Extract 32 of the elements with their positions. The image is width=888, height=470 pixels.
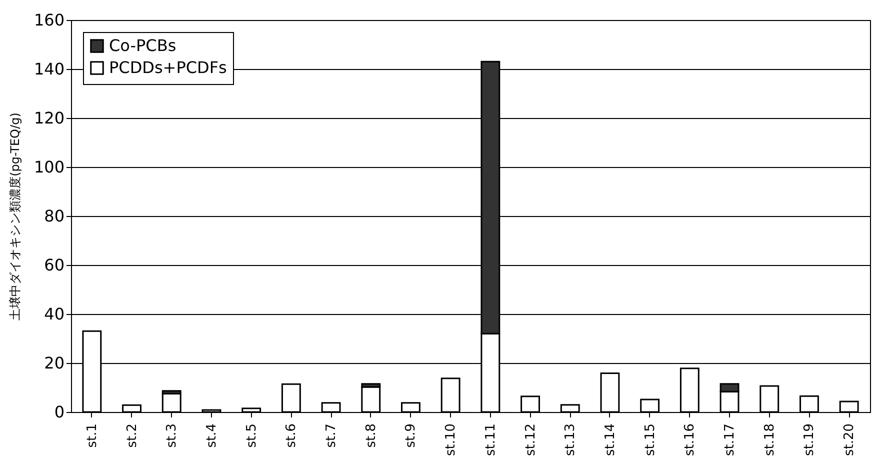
y-tick-label: 120 <box>34 108 64 128</box>
legend-label: Co-PCBs <box>109 36 176 55</box>
y-axis-title: 土壌中ダイオキシン類濃度(pg-TEQ/g) <box>8 112 22 320</box>
y-tick-label: 160 <box>34 10 64 30</box>
x-tick-label: st.7 <box>324 424 340 448</box>
y-tick-label: 80 <box>44 206 64 226</box>
x-tick-label: st.2 <box>124 424 140 448</box>
x-tick-label: st.9 <box>404 424 419 448</box>
y-tick-label: 60 <box>44 256 64 274</box>
x-tick-label: st.13 <box>563 424 578 456</box>
x-tick-label: st.3 <box>164 424 180 448</box>
y-tick-label: 20 <box>44 354 64 372</box>
x-tick-label: st.4 <box>204 424 220 448</box>
x-tick-label: st.11 <box>483 424 498 456</box>
x-tick-label: st.17 <box>722 424 738 456</box>
x-tick-label: st.20 <box>842 424 858 456</box>
x-tick-label: st.15 <box>642 424 658 456</box>
x-tick-label: st.12 <box>523 424 538 456</box>
x-tick-label: st.14 <box>602 424 618 456</box>
x-tick-label: st.10 <box>444 424 459 456</box>
x-tick-label: st.6 <box>284 424 300 448</box>
x-tick-label: st.8 <box>364 424 379 448</box>
legend-label: PCDDs+PCDFs <box>109 58 227 77</box>
x-tick-label: st.19 <box>802 424 818 456</box>
y-tick-label: 140 <box>34 60 64 78</box>
x-tick-label: st.5 <box>244 424 260 448</box>
x-tick-label: st.16 <box>682 424 698 456</box>
y-tick-label: 40 <box>44 304 64 324</box>
x-tick-label: st.18 <box>762 424 778 456</box>
y-tick-label: 100 <box>34 158 64 176</box>
y-tick-label: 0 <box>54 402 64 422</box>
x-tick-label: st.1 <box>84 424 100 448</box>
